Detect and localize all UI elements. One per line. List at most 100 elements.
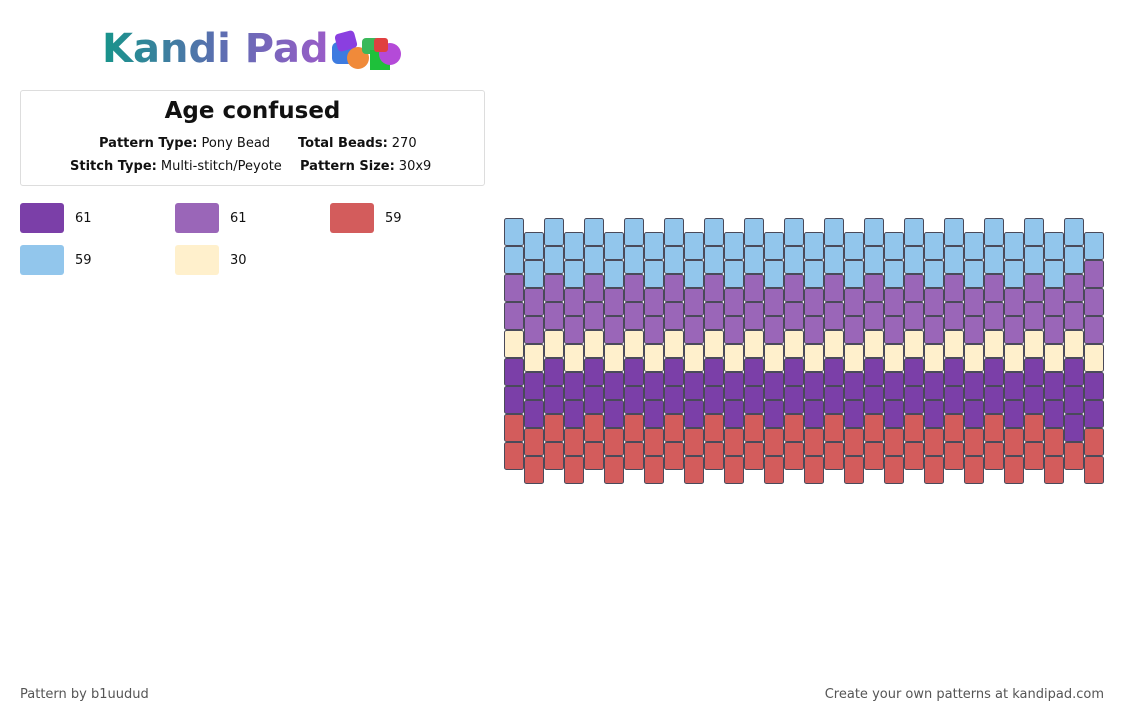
bead [864, 302, 884, 330]
bead [724, 288, 744, 316]
bead [964, 288, 984, 316]
bead [524, 456, 544, 484]
bead [904, 302, 924, 330]
bead [864, 358, 884, 386]
bead [584, 358, 604, 386]
bead [964, 232, 984, 260]
bead [1064, 302, 1084, 330]
bead [644, 400, 664, 428]
bead [544, 302, 564, 330]
bead [744, 358, 764, 386]
bead [524, 316, 544, 344]
bead [624, 442, 644, 470]
bead [564, 456, 584, 484]
bead [824, 246, 844, 274]
bead [1084, 344, 1104, 372]
bead [884, 428, 904, 456]
bead [604, 400, 624, 428]
site-link[interactable]: Create your own patterns at kandipad.com [824, 687, 1104, 702]
bead [964, 316, 984, 344]
bead [764, 428, 784, 456]
bead [824, 386, 844, 414]
info-value: 270 [391, 136, 417, 151]
bead [764, 260, 784, 288]
bead [864, 386, 884, 414]
color-swatch [175, 245, 219, 275]
bead [564, 372, 584, 400]
bead [544, 218, 564, 246]
bead [704, 302, 724, 330]
author: Pattern by b1uudud [20, 687, 149, 702]
color-count: 61 [230, 211, 247, 226]
bead [964, 344, 984, 372]
bead [944, 386, 964, 414]
bead [524, 288, 544, 316]
bead [1024, 358, 1044, 386]
bead [544, 414, 564, 442]
bead [924, 316, 944, 344]
bead [904, 218, 924, 246]
bead [524, 400, 544, 428]
bead [804, 456, 824, 484]
bead [824, 302, 844, 330]
info-row: Total Beads: 270 [298, 136, 417, 151]
bead [564, 288, 584, 316]
bead [744, 442, 764, 470]
bead [744, 274, 764, 302]
bead [604, 260, 624, 288]
bead [1064, 414, 1084, 442]
bead [744, 414, 764, 442]
bead [584, 386, 604, 414]
bead [504, 330, 524, 358]
bead [804, 260, 824, 288]
bead [944, 414, 964, 442]
bead [1064, 358, 1084, 386]
bead [1044, 316, 1064, 344]
bead [984, 330, 1004, 358]
bead [604, 372, 624, 400]
bead [724, 344, 744, 372]
bead [1044, 372, 1064, 400]
bead [884, 232, 904, 260]
bead [544, 246, 564, 274]
bead [584, 218, 604, 246]
bead [764, 400, 784, 428]
color-count: 61 [75, 211, 92, 226]
logo: Kandi Pad [102, 26, 329, 72]
bead [804, 372, 824, 400]
bead [704, 414, 724, 442]
info-value: Pony Bead [201, 136, 271, 151]
bead [824, 218, 844, 246]
bead [624, 414, 644, 442]
bead [724, 260, 744, 288]
bead [504, 302, 524, 330]
bead [1084, 316, 1104, 344]
bead [804, 400, 824, 428]
bead [744, 386, 764, 414]
bead [724, 372, 744, 400]
bead [884, 372, 904, 400]
info-label: Stitch Type: [70, 159, 157, 174]
bead [1064, 330, 1084, 358]
bead [684, 400, 704, 428]
bead [964, 400, 984, 428]
bead [544, 386, 564, 414]
bead [904, 386, 924, 414]
bead [784, 302, 804, 330]
bead [584, 274, 604, 302]
bead [924, 372, 944, 400]
info-label: Total Beads: [298, 136, 388, 151]
bead [664, 386, 684, 414]
bead [864, 218, 884, 246]
bead [684, 316, 704, 344]
color-swatch [20, 203, 64, 233]
bead [844, 456, 864, 484]
bead [1044, 260, 1064, 288]
bead [1084, 288, 1104, 316]
bead [644, 456, 664, 484]
info-row: Stitch Type: Multi-stitch/Peyote [70, 159, 282, 174]
bead [964, 260, 984, 288]
bead [784, 442, 804, 470]
bead [1004, 260, 1024, 288]
